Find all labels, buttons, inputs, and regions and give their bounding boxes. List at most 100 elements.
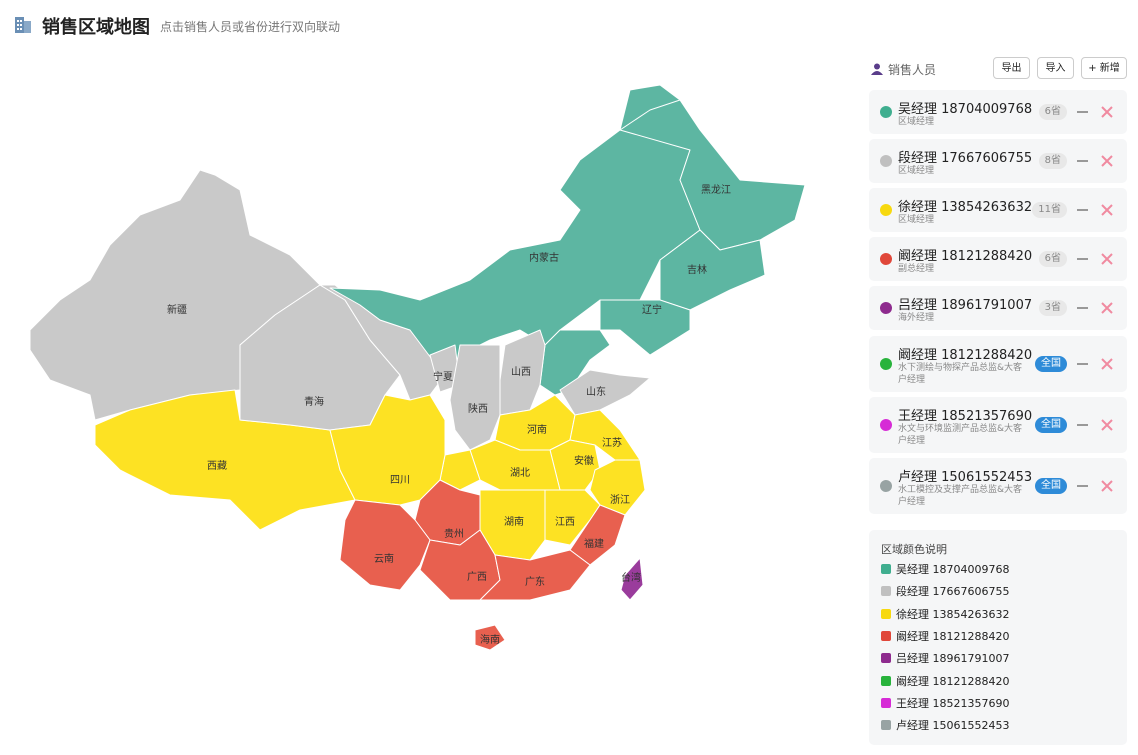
- province-label: 海南: [480, 633, 500, 646]
- salesperson-role: 区域经理: [898, 117, 935, 127]
- toolbar-button[interactable]: 导入: [1037, 57, 1074, 79]
- legend-label: 阚经理 18121288420: [896, 674, 1010, 688]
- salesperson-role: 区域经理: [898, 215, 935, 225]
- salesperson-role: 副总经理: [898, 264, 935, 274]
- color-dot: [880, 204, 892, 216]
- legend-swatch: [881, 630, 891, 641]
- province-label: 黑龙江: [701, 183, 731, 196]
- province-label: 山东: [586, 385, 606, 398]
- province-count-badge: 全国: [1035, 356, 1067, 372]
- color-dot: [880, 480, 892, 492]
- salesperson-name: 卢经理 15061552453: [898, 470, 1033, 485]
- province[interactable]: [339, 499, 431, 591]
- province[interactable]: [449, 344, 501, 451]
- salesperson-name: 段经理 17667606755: [898, 151, 1033, 166]
- province-count-badge: 6省: [1038, 251, 1067, 267]
- delete-button[interactable]: [1101, 480, 1113, 492]
- collapse-button[interactable]: [1077, 485, 1088, 487]
- legend-swatch: [881, 675, 891, 686]
- legend-label: 吕经理 18961791007: [896, 652, 1010, 666]
- collapse-button[interactable]: [1077, 160, 1088, 162]
- salesperson-name: 王经理 18521357690: [898, 409, 1033, 424]
- delete-icon: [1101, 253, 1113, 265]
- province-count-badge: 8省: [1038, 153, 1067, 169]
- province-label: 山西: [511, 366, 531, 378]
- legend-label: 徐经理 13854263632: [896, 607, 1010, 621]
- salesperson-card[interactable]: 吴经理 18704009768 区域经理 6省: [869, 90, 1127, 134]
- salesperson-card[interactable]: 阚经理 18121288420 水下测绘与物探产品总监&大客户经理 全国: [869, 336, 1127, 392]
- province-label: 江苏: [602, 436, 622, 449]
- salesperson-role: 水工模控及支撑产品总监&大客户经理: [898, 485, 1023, 507]
- collapse-button[interactable]: [1077, 307, 1088, 309]
- salesperson-card[interactable]: 阚经理 18121288420 副总经理 6省: [869, 237, 1127, 281]
- province[interactable]: [599, 299, 691, 356]
- toolbar-button[interactable]: 导出: [993, 57, 1030, 79]
- province-label: 新疆: [167, 303, 187, 316]
- province-label: 广西: [467, 571, 487, 583]
- collapse-button[interactable]: [1077, 209, 1088, 211]
- province[interactable]: [539, 329, 611, 396]
- collapse-button[interactable]: [1077, 111, 1088, 113]
- province-count-badge: 全国: [1035, 417, 1067, 433]
- salesperson-name: 阚经理 18121288420: [898, 249, 1033, 264]
- delete-button[interactable]: [1101, 253, 1113, 265]
- legend-swatch: [881, 608, 891, 619]
- delete-button[interactable]: [1101, 106, 1113, 118]
- collapse-button[interactable]: [1077, 258, 1088, 260]
- province[interactable]: [619, 99, 806, 251]
- salesperson-name: 吴经理 18704009768: [898, 102, 1033, 117]
- province-label: 辽宁: [642, 303, 662, 316]
- color-dot: [880, 155, 892, 167]
- salesperson-card[interactable]: 卢经理 15061552453 水工模控及支撑产品总监&大客户经理 全国: [869, 458, 1127, 514]
- toolbar-button[interactable]: + 新增: [1081, 57, 1127, 79]
- person-icon: [871, 63, 883, 75]
- delete-button[interactable]: [1101, 155, 1113, 167]
- province-label: 吉林: [687, 263, 707, 276]
- legend: 区域颜色说明 吴经理 18704009768 段经理 17667606755 徐经理…: [869, 530, 1127, 745]
- delete-icon: [1101, 204, 1113, 216]
- delete-button[interactable]: [1101, 358, 1113, 370]
- province-label: 台湾: [621, 571, 641, 584]
- collapse-button[interactable]: [1077, 363, 1088, 365]
- province[interactable]: [479, 549, 591, 601]
- province[interactable]: [29, 169, 321, 421]
- page-title: 销售区域地图: [42, 17, 150, 38]
- salesperson-name: 阚经理 18121288420: [898, 348, 1033, 363]
- province[interactable]: [589, 459, 646, 516]
- province-label: 宁夏: [433, 370, 453, 383]
- legend-swatch: [881, 720, 891, 731]
- province-label: 湖北: [510, 467, 530, 479]
- salesperson-card[interactable]: 王经理 18521357690 水文与环境监测产品总监&大客户经理 全国: [869, 397, 1127, 453]
- delete-button[interactable]: [1101, 302, 1113, 314]
- province[interactable]: [469, 439, 561, 491]
- legend-swatch: [881, 586, 891, 597]
- province[interactable]: [474, 624, 506, 651]
- salesperson-card[interactable]: 段经理 17667606755 区域经理 8省: [869, 139, 1127, 183]
- collapse-button[interactable]: [1077, 424, 1088, 426]
- delete-icon: [1101, 106, 1113, 118]
- salesperson-card[interactable]: 徐经理 13854263632 区域经理 11省: [869, 188, 1127, 232]
- legend-label: 吴经理 18704009768: [896, 563, 1010, 576]
- legend-label: 卢经理 15061552453: [896, 719, 1010, 733]
- delete-icon: [1101, 358, 1113, 370]
- province-label: 云南: [374, 552, 394, 565]
- delete-button[interactable]: [1101, 204, 1113, 216]
- salesperson-card[interactable]: 吕经理 18961791007 海外经理 3省: [869, 286, 1127, 330]
- color-dot: [880, 302, 892, 314]
- title-icon: [15, 17, 31, 33]
- delete-button[interactable]: [1101, 419, 1113, 431]
- salesperson-name: 徐经理 13854263632: [898, 200, 1033, 215]
- legend-swatch: [881, 697, 891, 708]
- province-label: 内蒙古: [529, 251, 559, 264]
- legend-label: 段经理 17667606755: [896, 585, 1010, 599]
- delete-icon: [1101, 480, 1113, 492]
- color-dot: [880, 358, 892, 370]
- province-label: 河南: [527, 423, 547, 436]
- legend-swatch: [881, 653, 891, 664]
- province-label: 四川: [390, 475, 410, 486]
- province-label: 湖南: [504, 515, 524, 528]
- page-subtitle: 点击销售人员或省份进行双向联动: [160, 20, 341, 34]
- province-label: 贵州: [444, 527, 464, 540]
- province[interactable]: [620, 557, 644, 601]
